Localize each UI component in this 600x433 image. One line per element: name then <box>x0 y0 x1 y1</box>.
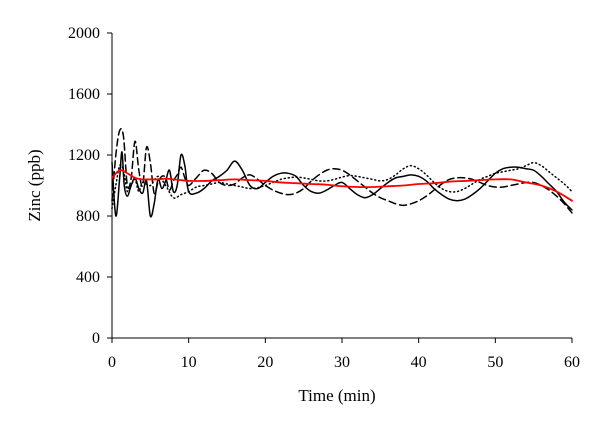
series-line-1 <box>111 151 573 218</box>
y-tick-label: 400 <box>76 269 100 286</box>
axes: 0 400 800 1200 1600 2000 0 10 20 30 40 50 60 <box>68 25 580 371</box>
y-tick-label: 2000 <box>68 25 100 42</box>
series-layer <box>111 128 573 218</box>
x-tick-label: 0 <box>108 354 116 371</box>
y-tick-label: 800 <box>76 208 100 225</box>
series-line-2 <box>111 128 573 214</box>
x-tick-label: 10 <box>181 354 197 371</box>
y-tick-label: 1600 <box>68 86 100 103</box>
x-tick-label: 50 <box>487 354 503 371</box>
y-tick-label: 1200 <box>68 147 100 164</box>
x-axis-title: Time (min) <box>298 386 375 405</box>
x-tick-label: 40 <box>411 354 427 371</box>
y-tick-label: 0 <box>92 330 100 347</box>
series-line-4 <box>111 169 573 202</box>
x-tick-label: 60 <box>564 354 580 371</box>
x-tick-label: 30 <box>334 354 350 371</box>
x-tick-label: 20 <box>257 354 273 371</box>
y-axis-title: Zinc (ppb) <box>25 149 44 221</box>
series-line-3 <box>111 161 573 210</box>
